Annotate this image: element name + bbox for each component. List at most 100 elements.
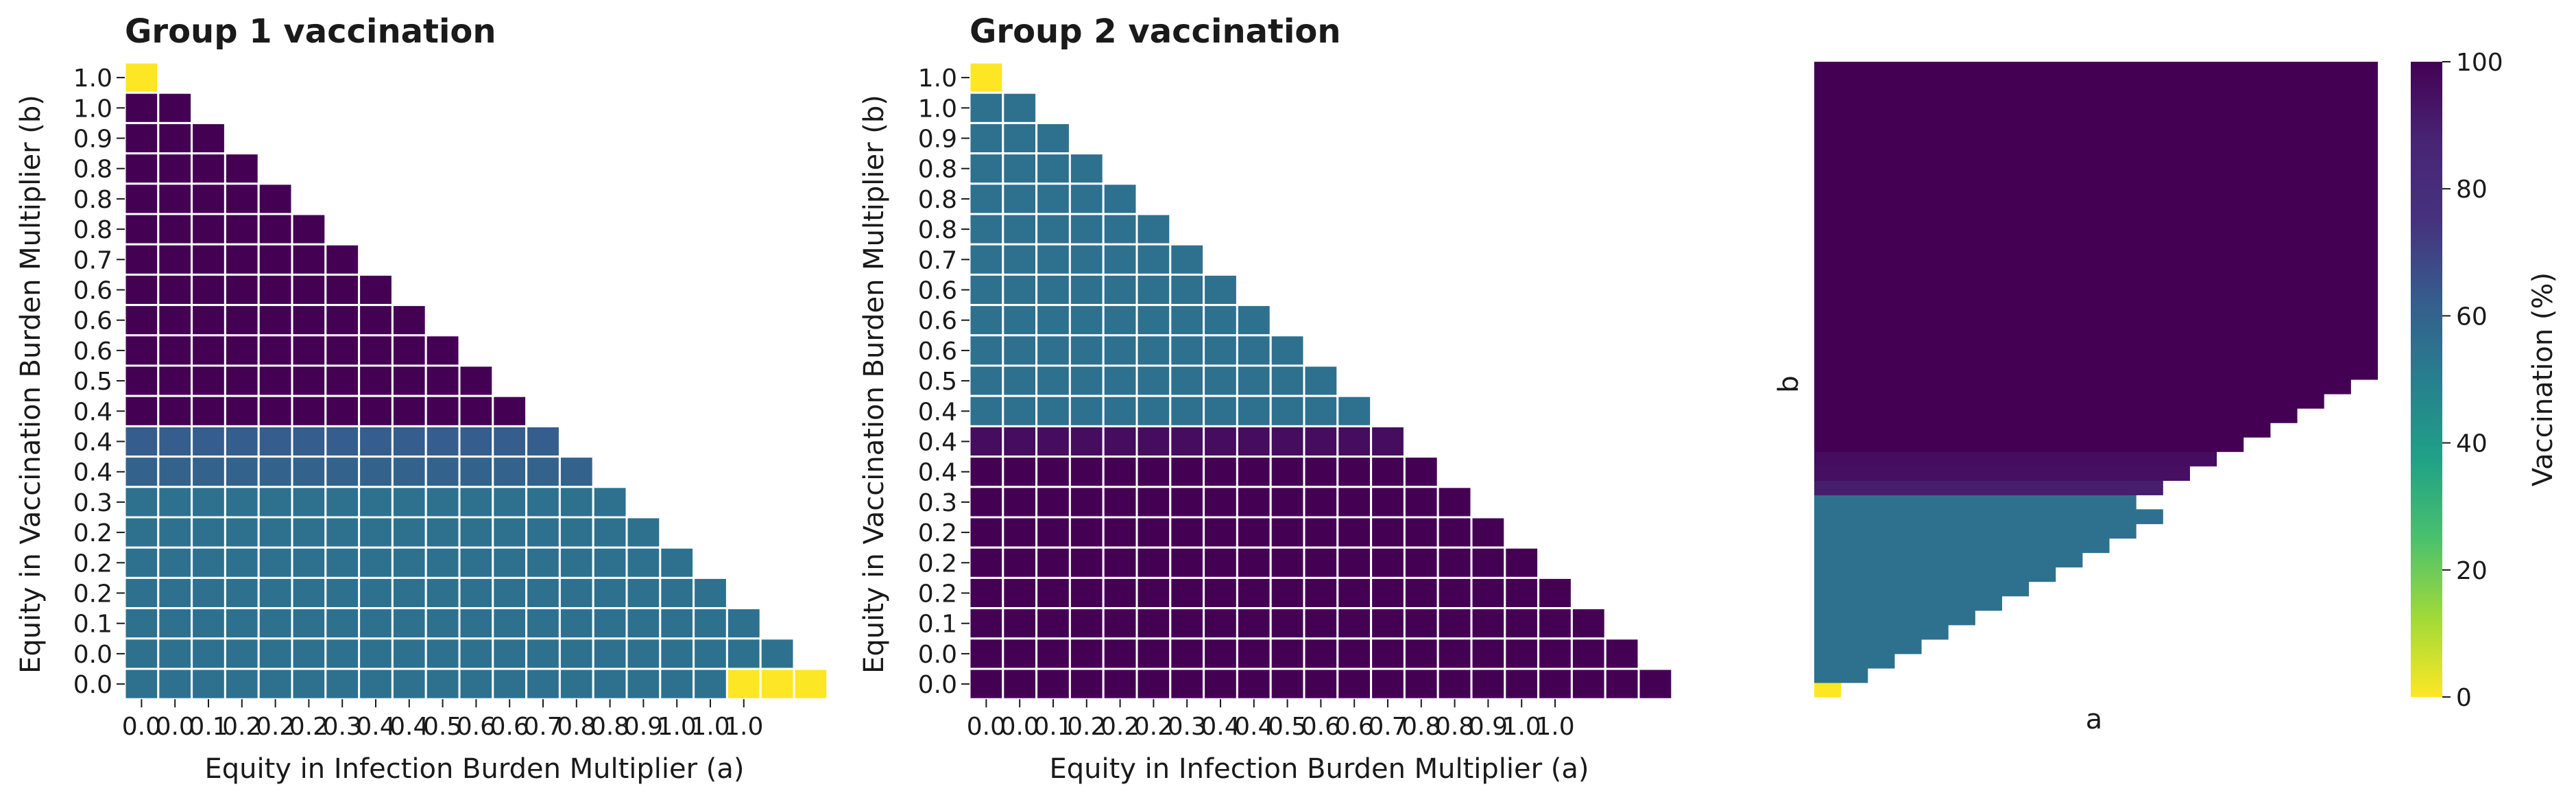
heatmap-cell bbox=[968, 334, 1004, 367]
y-tick-label: 0.4 bbox=[918, 398, 957, 426]
heatmap-cell bbox=[191, 121, 226, 155]
y-tick-label: 0.9 bbox=[918, 126, 957, 154]
heatmap-cell bbox=[1102, 486, 1138, 519]
heatmap-cell bbox=[558, 516, 594, 549]
y-tick-label: 0.6 bbox=[918, 338, 957, 366]
heatmap-cell bbox=[1102, 304, 1138, 337]
heatmap-bar bbox=[1814, 610, 1975, 626]
heatmap-cell bbox=[1470, 516, 1506, 549]
colorbar: 0 20 40 60 80 100 Vaccination (%) bbox=[2411, 49, 2559, 712]
y-ticks-group1: 1.01.00.90.80.80.80.70.60.60.60.50.40.40… bbox=[73, 64, 125, 699]
heatmap-cell bbox=[1102, 546, 1138, 579]
x-tick-label: 0.8 bbox=[1401, 713, 1441, 741]
heatmap-cell bbox=[1370, 486, 1406, 519]
heatmap-cell bbox=[391, 364, 427, 397]
heatmap-cell bbox=[592, 607, 628, 640]
heatmap-cell bbox=[424, 576, 461, 610]
heatmap-cell bbox=[1035, 425, 1071, 458]
heatmap-cell bbox=[224, 394, 260, 427]
heatmap-cell bbox=[358, 486, 394, 519]
heatmap-cell bbox=[1002, 456, 1038, 488]
heatmap-cell bbox=[1436, 486, 1473, 519]
heatmap-cell bbox=[458, 456, 494, 488]
heatmap-cell bbox=[725, 667, 762, 700]
heatmap-cell bbox=[1537, 607, 1573, 640]
heatmap-cell bbox=[525, 576, 561, 610]
heatmap-cell bbox=[123, 576, 160, 610]
heatmap-cell bbox=[1169, 576, 1205, 610]
heatmap-cell bbox=[1269, 546, 1305, 579]
heatmap-cell bbox=[191, 456, 226, 488]
heatmap-bar bbox=[1814, 235, 2378, 250]
heatmap-cell bbox=[191, 425, 226, 458]
heatmap-cell bbox=[1637, 667, 1674, 700]
heatmap-cell bbox=[1537, 576, 1573, 610]
heatmap-cell bbox=[525, 607, 561, 640]
heatmap-cell bbox=[324, 456, 361, 488]
heatmap-cell bbox=[1303, 425, 1339, 458]
heatmap-cell bbox=[1102, 456, 1138, 488]
heatmap-cell bbox=[625, 546, 662, 579]
heatmap-cell bbox=[968, 456, 1004, 488]
x-tick-label: 0.3 bbox=[1168, 713, 1207, 741]
heatmap-cell bbox=[1370, 607, 1406, 640]
heatmap-cell bbox=[458, 576, 494, 610]
heatmap-cell bbox=[1403, 576, 1439, 610]
heatmap-cell bbox=[1336, 456, 1373, 488]
heatmap-cell bbox=[358, 394, 394, 427]
heatmap-cell bbox=[224, 607, 260, 640]
heatmap-cell bbox=[1269, 334, 1305, 367]
heatmap-cell bbox=[1002, 667, 1038, 700]
heatmap-cell bbox=[191, 516, 226, 549]
heatmap-cell bbox=[123, 213, 160, 246]
heatmap-cell bbox=[1002, 182, 1038, 215]
heatmap-bar bbox=[1814, 423, 2271, 438]
heatmap-cell bbox=[123, 667, 160, 700]
x-tick-label: 0.6 bbox=[490, 713, 529, 741]
y-tick-label: 0.1 bbox=[73, 611, 112, 639]
heatmap-cell bbox=[1035, 486, 1071, 519]
heatmap-cell bbox=[968, 152, 1004, 185]
heatmap-cell bbox=[191, 334, 226, 367]
heatmap-cell bbox=[592, 516, 628, 549]
heatmap-cell bbox=[1135, 273, 1172, 307]
heatmap-cell bbox=[1035, 364, 1071, 397]
heatmap-cell bbox=[1336, 607, 1373, 640]
heatmap-bar bbox=[1814, 105, 2378, 120]
heatmap-cell bbox=[1203, 425, 1238, 458]
heatmap-cell bbox=[1403, 486, 1439, 519]
heatmap-cell bbox=[157, 182, 193, 215]
heatmap-cell bbox=[1068, 364, 1105, 397]
y-tick-label: 0.1 bbox=[918, 611, 957, 639]
y-tick-label: 0.0 bbox=[918, 671, 957, 699]
heatmap-cell bbox=[1002, 121, 1038, 155]
heatmap-cell bbox=[1203, 546, 1238, 579]
heatmap-cell bbox=[968, 607, 1004, 640]
heatmap-bar bbox=[1814, 278, 2378, 294]
heatmap-cell bbox=[1068, 486, 1105, 519]
heatmap-cell bbox=[1470, 637, 1506, 670]
heatmap-cell bbox=[525, 546, 561, 579]
heatmap-cell bbox=[1604, 667, 1640, 700]
heatmap-cell bbox=[1035, 667, 1071, 700]
x-tick-label: 0.7 bbox=[523, 713, 562, 741]
heatmap-cell bbox=[759, 637, 795, 670]
heatmap-cell bbox=[1236, 637, 1272, 670]
heatmap-cell bbox=[492, 637, 528, 670]
heatmap-cell bbox=[224, 637, 260, 670]
heatmap-cell bbox=[1135, 394, 1172, 427]
y-tick-label: 0.0 bbox=[73, 641, 112, 669]
heatmap-cell bbox=[725, 637, 762, 670]
heatmap-cell bbox=[257, 607, 293, 640]
y-tick-label: 0.4 bbox=[918, 429, 957, 457]
heatmap-cell bbox=[1102, 607, 1138, 640]
heatmap-cell bbox=[123, 334, 160, 367]
heatmap-cell bbox=[1068, 213, 1105, 246]
heatmap-cell bbox=[1336, 546, 1373, 579]
x-tick-label: 0.2 bbox=[1100, 713, 1140, 741]
heatmap-cell bbox=[257, 364, 293, 397]
heatmap-bar bbox=[1814, 350, 2378, 366]
heatmap-bar bbox=[1814, 451, 2217, 466]
heatmap-cell bbox=[1135, 667, 1172, 700]
heatmap-cell bbox=[257, 576, 293, 610]
